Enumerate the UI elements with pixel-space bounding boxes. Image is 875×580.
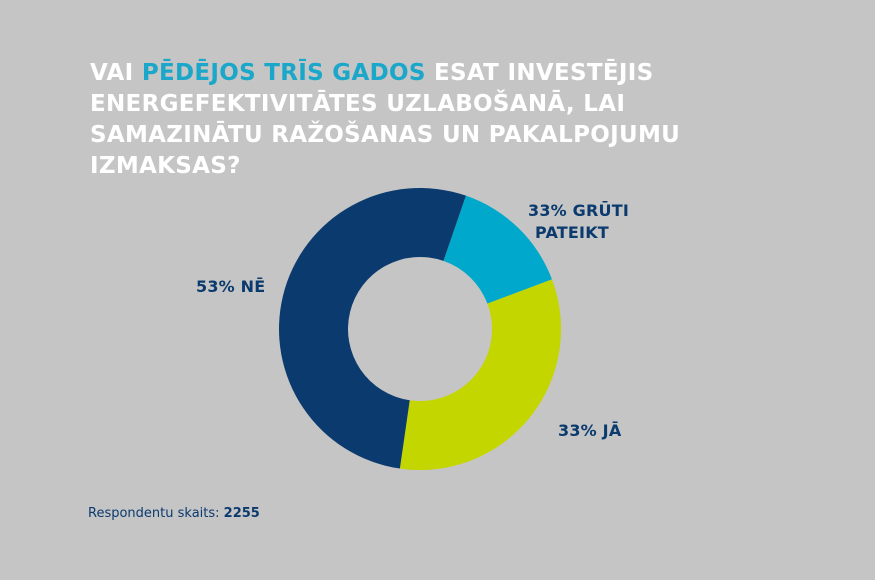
label-gruti-pateikt: 33% GRŪTI PATEIKT <box>528 200 629 244</box>
donut-slice-2 <box>399 279 561 470</box>
chart-title: VAI PĒDĒJOS TRĪS GADOS ESAT INVESTĒJIS E… <box>90 58 790 182</box>
footer-respondents: Respondentu skaits: 2255 <box>88 506 260 521</box>
title-part-1: VAI <box>90 60 142 86</box>
label-gruti-line1: 33% GRŪTI <box>528 201 629 220</box>
donut-slice-3 <box>278 187 466 469</box>
title-highlight: PĒDĒJOS TRĪS GADOS <box>141 60 426 86</box>
label-ja: 33% JĀ <box>558 421 622 440</box>
label-gruti-line2: PATEIKT <box>535 223 609 242</box>
title-part-2: ESAT INVESTĒJIS ENERGEFEKTIVITĀTES UZLAB… <box>90 60 681 179</box>
footer-value: 2255 <box>223 506 260 521</box>
donut-slice-1 <box>443 195 552 304</box>
footer-label: Respondentu skaits: <box>88 506 224 521</box>
label-ne: 53% NĒ <box>196 277 266 296</box>
